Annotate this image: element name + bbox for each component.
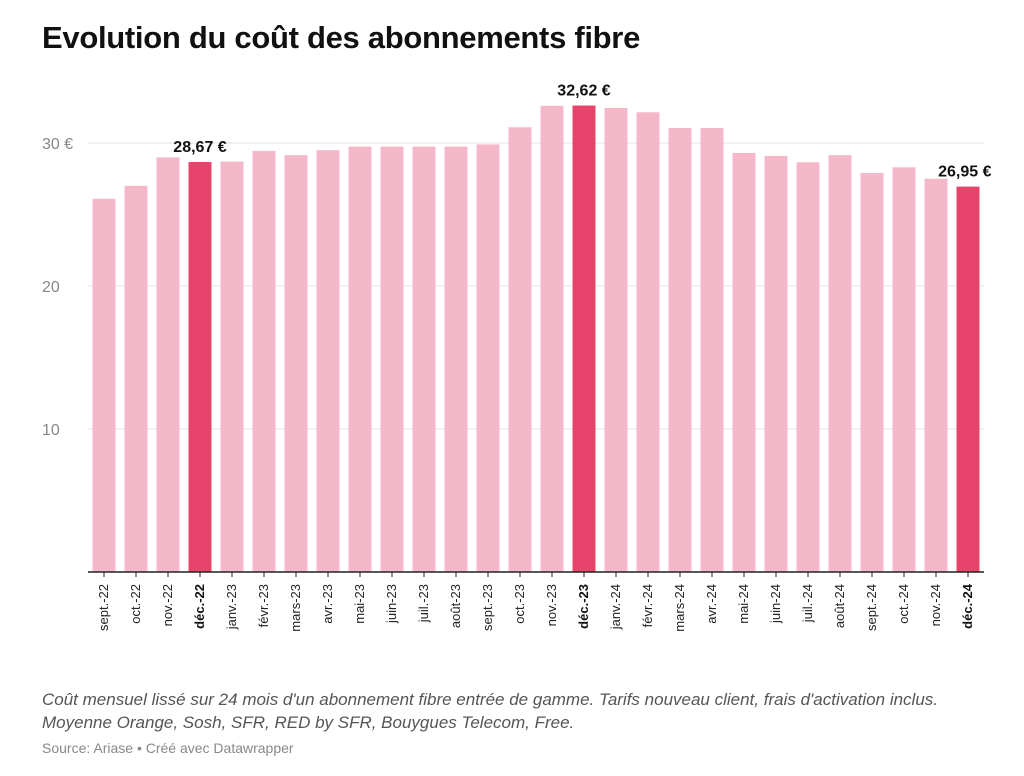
x-tick-label: oct.-22	[128, 584, 143, 624]
x-tick-label: août-23	[448, 584, 463, 628]
bar	[540, 105, 564, 572]
x-tick-label: mars-23	[288, 584, 303, 632]
bar	[924, 178, 948, 572]
chart-title: Evolution du coût des abonnements fibre	[42, 20, 641, 55]
x-tick-label: sept.-22	[96, 584, 111, 631]
bar	[188, 162, 212, 573]
x-tick-label: janv.-23	[224, 584, 239, 630]
x-tick-label: mai-23	[352, 584, 367, 624]
x-tick-label: déc.-23	[576, 584, 591, 629]
data-labels: 28,67 € 32,62 € 26,95 €	[173, 83, 991, 181]
bar	[764, 155, 788, 572]
x-tick-label: déc.-22	[192, 584, 207, 629]
bar	[892, 167, 916, 572]
x-tick-label: juil.-24	[800, 584, 815, 623]
bar	[828, 155, 852, 572]
x-tick-label: avr.-24	[704, 584, 719, 624]
bar	[700, 127, 724, 573]
bar	[252, 150, 276, 573]
x-tick-label: déc.-24	[960, 583, 975, 629]
bar-chart: 10 20 30 € sept.-22 oct.-22 nov.-22 déc.-22 jan…	[42, 83, 992, 632]
x-tick-label: oct.-24	[896, 584, 911, 624]
bar	[732, 153, 756, 572]
x-tick-label: avr.-23	[320, 584, 335, 624]
data-label: 26,95 €	[938, 164, 991, 181]
bar	[604, 107, 628, 572]
x-tick-label: juin-23	[384, 584, 399, 624]
x-tick-label: oct.-23	[512, 584, 527, 624]
chart-caption: Coût mensuel lissé sur 24 mois d'un abon…	[42, 690, 939, 732]
x-tick-label: août-24	[832, 584, 847, 628]
y-tick-label: 20	[42, 279, 60, 296]
x-tick-label: janv.-24	[608, 584, 623, 630]
x-tick-label: nov.-22	[160, 584, 175, 626]
y-tick-label: 30 €	[42, 136, 73, 153]
y-tick-label: 10	[42, 422, 60, 439]
bar	[636, 112, 660, 572]
bar	[476, 144, 500, 572]
bar	[956, 186, 980, 573]
bar	[348, 146, 372, 572]
data-label: 32,62 €	[557, 83, 610, 100]
x-tick-label: févr.-24	[640, 584, 655, 627]
x-tick-label: mai-24	[736, 584, 751, 624]
bar	[316, 150, 340, 572]
bar	[668, 127, 692, 573]
x-tick-label: sept.-23	[480, 584, 495, 631]
x-tick-label: nov.-23	[544, 584, 559, 626]
x-tick-label: nov.-24	[928, 584, 943, 626]
x-tick-label: juin-24	[768, 584, 783, 624]
bar	[860, 173, 884, 572]
bar	[220, 161, 244, 572]
x-tick-label: juil.-23	[416, 584, 431, 623]
bar	[508, 127, 532, 573]
bars	[92, 105, 980, 573]
bar	[124, 185, 148, 572]
bar	[380, 146, 404, 572]
bar	[284, 155, 308, 572]
bar	[412, 146, 436, 572]
bar	[444, 146, 468, 572]
bar	[572, 105, 596, 572]
x-tick-label: févr.-23	[256, 584, 271, 627]
axes: 10 20 30 € sept.-22 oct.-22 nov.-22 déc.-22 jan…	[42, 136, 984, 632]
bar	[92, 198, 116, 572]
data-label: 28,67 €	[173, 139, 226, 156]
x-tick-label: mars-24	[672, 584, 687, 632]
chart-source: Source: Ariase • Créé avec Datawrapper	[42, 740, 294, 756]
x-tick-label: sept.-24	[864, 584, 879, 631]
bar	[796, 162, 820, 572]
bar	[156, 157, 180, 573]
